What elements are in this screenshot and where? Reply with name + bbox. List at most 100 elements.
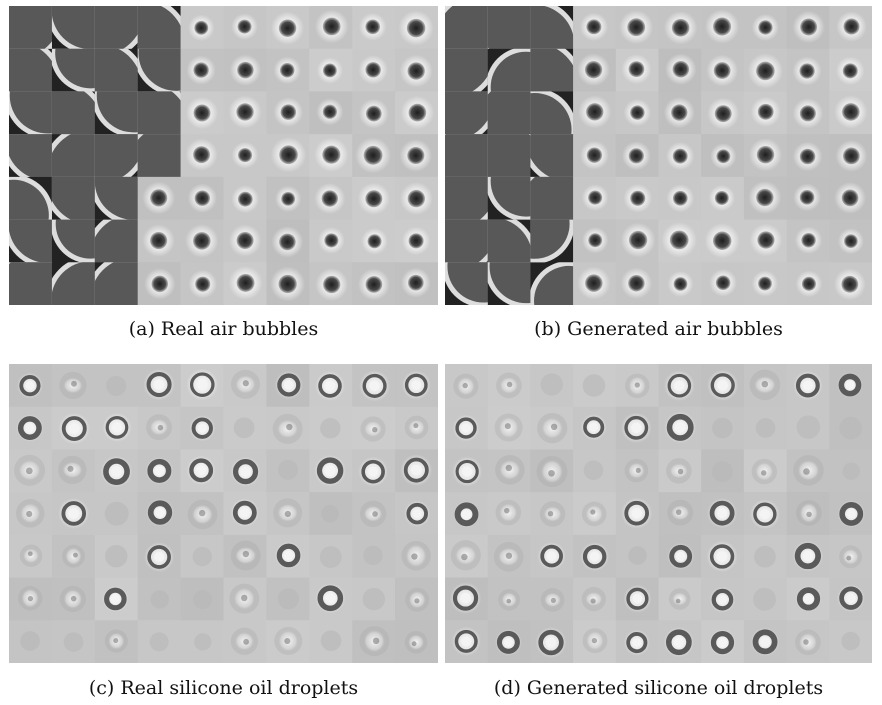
air-bubble — [588, 190, 603, 205]
air-bubble — [408, 103, 427, 122]
droplet-ring — [454, 502, 479, 527]
droplet-spot — [590, 509, 596, 515]
oil-droplet — [462, 509, 471, 519]
large-bubble-fragment — [445, 176, 488, 220]
oil-droplet — [631, 507, 642, 519]
air-bubble — [585, 274, 603, 292]
air-bubble — [669, 230, 689, 250]
droplet-spot — [372, 511, 378, 517]
large-bubble-fragment — [530, 219, 574, 263]
droplet-spot — [846, 555, 852, 561]
air-bubble — [628, 148, 644, 164]
oil-droplet — [674, 380, 685, 391]
air-bubble — [799, 190, 815, 205]
air-bubble — [758, 20, 773, 35]
air-bubble — [756, 61, 775, 81]
large-bubble-fragment — [51, 262, 96, 305]
air-bubble — [842, 147, 860, 165]
droplet-spot — [505, 464, 512, 472]
air-bubble — [363, 145, 383, 165]
large-bubble-fragment — [530, 6, 574, 50]
droplet-spot — [241, 594, 248, 602]
large-bubble-fragment — [530, 134, 574, 178]
oil-droplet — [368, 466, 379, 477]
faint-droplet — [320, 630, 342, 651]
large-bubble-fragment — [94, 219, 139, 263]
droplet-spot — [591, 637, 598, 644]
air-bubble — [630, 190, 646, 206]
droplet-ring — [752, 629, 778, 655]
large-bubble-fragment — [94, 262, 139, 305]
image-grid-generated-air-bubbles — [445, 6, 872, 305]
large-bubble-fragment — [9, 48, 53, 92]
air-bubble — [407, 189, 425, 208]
large-bubble-fragment — [9, 219, 53, 263]
droplet-ring — [583, 416, 605, 438]
air-bubble — [279, 63, 295, 78]
droplet-spot — [242, 380, 249, 387]
oil-droplet — [284, 380, 294, 390]
air-bubble — [712, 231, 732, 251]
droplet-spot — [677, 468, 684, 475]
large-bubble-fragment — [9, 134, 53, 178]
oil-droplet — [196, 465, 207, 476]
air-bubble — [279, 233, 296, 251]
air-bubble — [321, 190, 338, 207]
oil-droplet — [461, 636, 472, 647]
oil-droplet — [111, 466, 122, 477]
droplet-ring — [318, 374, 342, 398]
droplet-ring — [361, 459, 385, 484]
faint-droplet — [20, 631, 40, 651]
oil-droplet — [68, 508, 79, 519]
droplet-ring — [626, 587, 649, 610]
droplet-spot — [411, 641, 417, 647]
air-bubble — [193, 62, 209, 78]
large-bubble-fragment — [94, 6, 139, 50]
large-bubble-fragment — [9, 91, 53, 135]
droplet-spot — [504, 507, 510, 514]
oil-droplet — [676, 551, 686, 561]
oil-droplet — [240, 466, 251, 477]
faint-droplet — [106, 375, 127, 396]
air-bubble — [408, 233, 424, 249]
large-bubble-fragment — [51, 219, 96, 263]
oil-droplet — [197, 423, 207, 433]
air-bubble — [367, 234, 382, 249]
air-bubble — [799, 105, 816, 122]
droplet-spot — [372, 426, 378, 433]
droplet-ring — [455, 417, 477, 439]
large-bubble-fragment — [530, 48, 574, 92]
droplet-ring — [17, 416, 42, 440]
droplet-ring — [795, 373, 820, 398]
air-bubble — [323, 275, 341, 294]
faint-droplet — [754, 545, 776, 568]
droplet-spot — [550, 597, 556, 603]
air-bubble — [194, 20, 209, 35]
oil-droplet — [369, 380, 380, 392]
air-bubble — [588, 233, 603, 248]
large-bubble-fragment — [487, 48, 531, 92]
droplet-spot — [113, 638, 119, 644]
oil-droplet — [717, 508, 728, 519]
air-bubble — [195, 276, 211, 292]
droplet-ring — [146, 372, 172, 398]
droplet-ring — [796, 587, 821, 611]
droplet-spot — [284, 637, 291, 644]
air-bubble — [237, 191, 253, 207]
air-bubble — [841, 275, 859, 293]
faint-droplet — [149, 632, 169, 652]
faint-droplet — [841, 631, 860, 651]
droplet-spot — [157, 424, 164, 431]
droplet-ring — [189, 372, 215, 397]
oil-droplet — [154, 551, 165, 563]
oil-droplet — [717, 638, 727, 648]
oil-droplet — [240, 507, 250, 518]
droplet-spot — [27, 596, 34, 602]
oil-droplet — [717, 380, 728, 391]
droplet-ring — [709, 500, 735, 526]
faint-droplet — [712, 417, 733, 439]
air-bubble — [628, 230, 648, 250]
oil-droplet — [546, 551, 557, 561]
large-bubble-fragment — [487, 262, 531, 305]
droplet-ring — [794, 542, 822, 570]
